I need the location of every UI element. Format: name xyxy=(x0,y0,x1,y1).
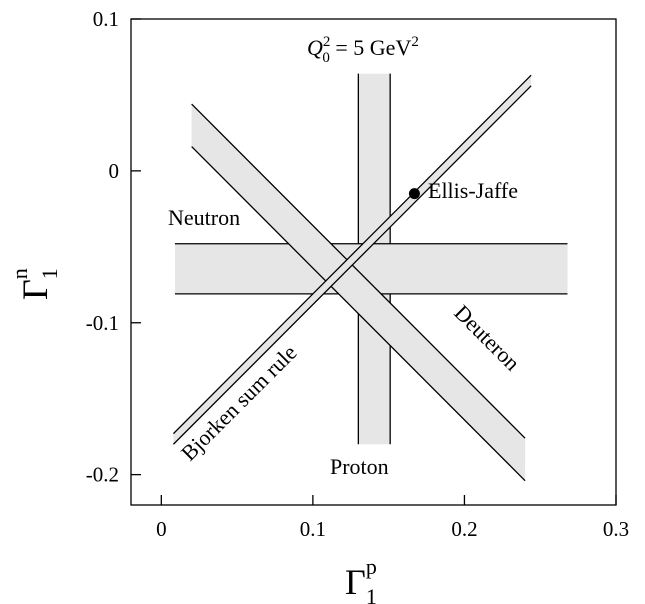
x-tick-label: 0.1 xyxy=(300,517,326,541)
deuteron-band-edge-high xyxy=(191,103,526,439)
x-tick-label: 0.2 xyxy=(451,517,477,541)
y-tick-label: 0 xyxy=(109,159,120,183)
y-tick-label: -0.2 xyxy=(86,463,119,487)
neutron-band-fill xyxy=(175,243,568,294)
x-tick-label: 0 xyxy=(156,517,167,541)
annotation-deuteron: Deuteron xyxy=(449,300,525,376)
header-formula: Q2 0 = 5 GeV2 xyxy=(307,34,419,66)
annotation-ellis-jaffe: Ellis-Jaffe xyxy=(428,178,518,203)
bjorken-sum-rule-band-fill xyxy=(173,75,532,445)
ticks-layer: 0 0.1 0.2 0.3 0.1 0 -0.1 -0.2 xyxy=(86,7,629,541)
ellis-jaffe-point xyxy=(408,188,420,200)
y-tick-label: 0.1 xyxy=(93,7,119,31)
x-tick-label: 0.3 xyxy=(603,517,629,541)
annotation-neutron: Neutron xyxy=(168,205,240,230)
annotation-bjorken: Bjorken sum rule xyxy=(176,340,302,466)
deuteron-band-edge-low xyxy=(191,146,526,482)
annotation-proton: Proton xyxy=(330,454,389,479)
y-axis-title: Γn 1 xyxy=(7,268,62,300)
bjorken-sum-rule-band-edge-low xyxy=(172,85,532,445)
deuteron-band-fill xyxy=(191,104,526,481)
bjorken-sum-rule-band-edge-high xyxy=(172,74,532,435)
y-tick-label: -0.1 xyxy=(86,311,119,335)
bands-layer xyxy=(172,73,568,482)
x-axis-title: Γp 1 xyxy=(345,554,377,604)
plot-frame xyxy=(130,18,617,506)
